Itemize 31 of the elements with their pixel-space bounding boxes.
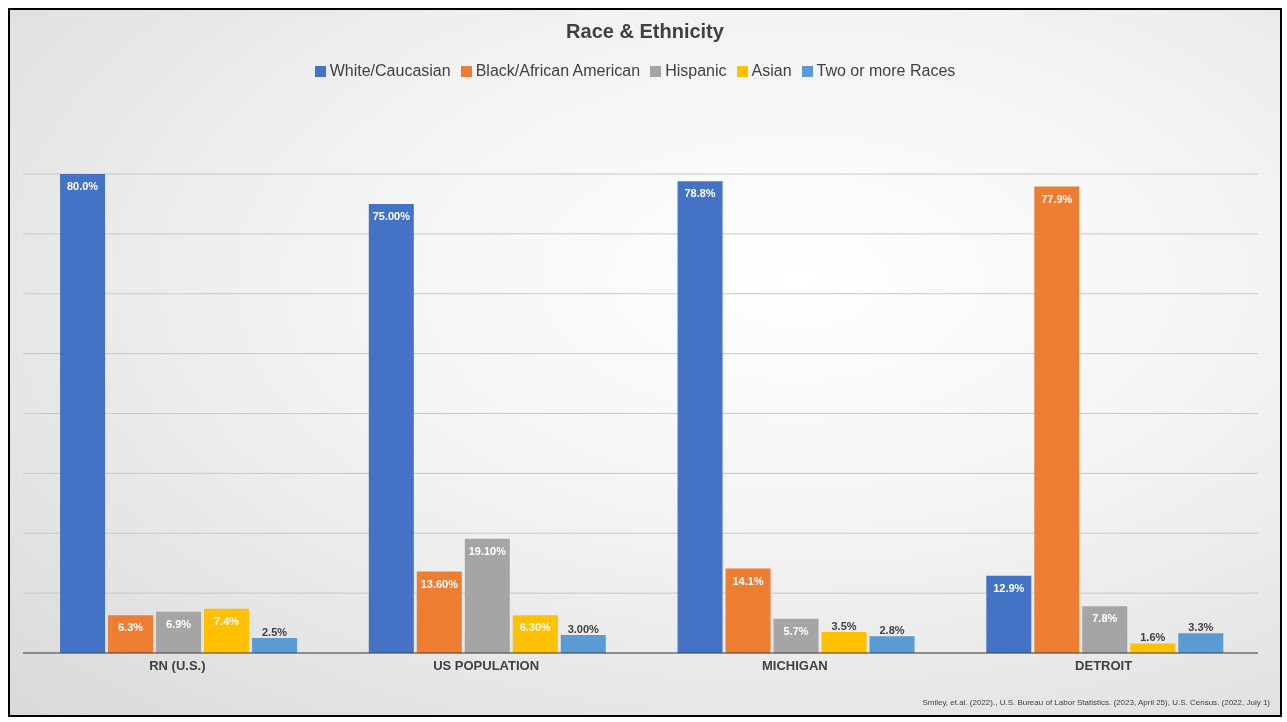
x-tick-label: DETROIT bbox=[1075, 658, 1133, 674]
data-label: 19.10% bbox=[468, 544, 507, 557]
data-label: 2.5% bbox=[262, 626, 288, 639]
legend-label: White/Caucasian bbox=[329, 62, 451, 79]
x-tick-label: US POPULATION bbox=[433, 658, 540, 674]
data-label: 7.8% bbox=[1092, 612, 1118, 625]
data-label: 12.9% bbox=[993, 581, 1025, 594]
x-tick-label: MICHIGAN bbox=[762, 658, 828, 674]
data-label: 3.5% bbox=[831, 620, 857, 633]
data-label: 78.8% bbox=[684, 187, 716, 200]
data-label: 77.9% bbox=[1041, 192, 1073, 205]
legend-label: Hispanic bbox=[665, 62, 727, 79]
data-label: 6.3% bbox=[118, 621, 144, 634]
legend-label: Asian bbox=[751, 62, 792, 79]
data-label: 3.3% bbox=[1188, 621, 1214, 634]
data-label: 13.60% bbox=[420, 577, 459, 590]
legend-label: Two or more Races bbox=[816, 62, 956, 79]
text: Smiley, et.al. (2022)., U.S. Bureau of Labor Statistics. (2023, April 25), U.S. Census. (2022, July 1) bbox=[922, 698, 1270, 707]
data-label: 75.00% bbox=[372, 209, 411, 222]
data-label: 6.9% bbox=[166, 617, 192, 630]
data-label: 5.7% bbox=[783, 624, 809, 637]
data-label: 14.1% bbox=[732, 574, 764, 587]
data-label: 2.8% bbox=[879, 624, 905, 637]
data-label: 1.6% bbox=[1140, 631, 1166, 644]
legend-label: Black/African American bbox=[475, 62, 641, 79]
data-label: 7.4% bbox=[214, 614, 240, 627]
chart-title: Race & Ethnicity bbox=[565, 20, 725, 43]
data-label: 80.0% bbox=[66, 180, 99, 192]
x-tick-label: RN (U.S.) bbox=[149, 658, 206, 674]
data-label: 6.30% bbox=[519, 621, 552, 634]
data-label: 3.00% bbox=[567, 623, 600, 636]
